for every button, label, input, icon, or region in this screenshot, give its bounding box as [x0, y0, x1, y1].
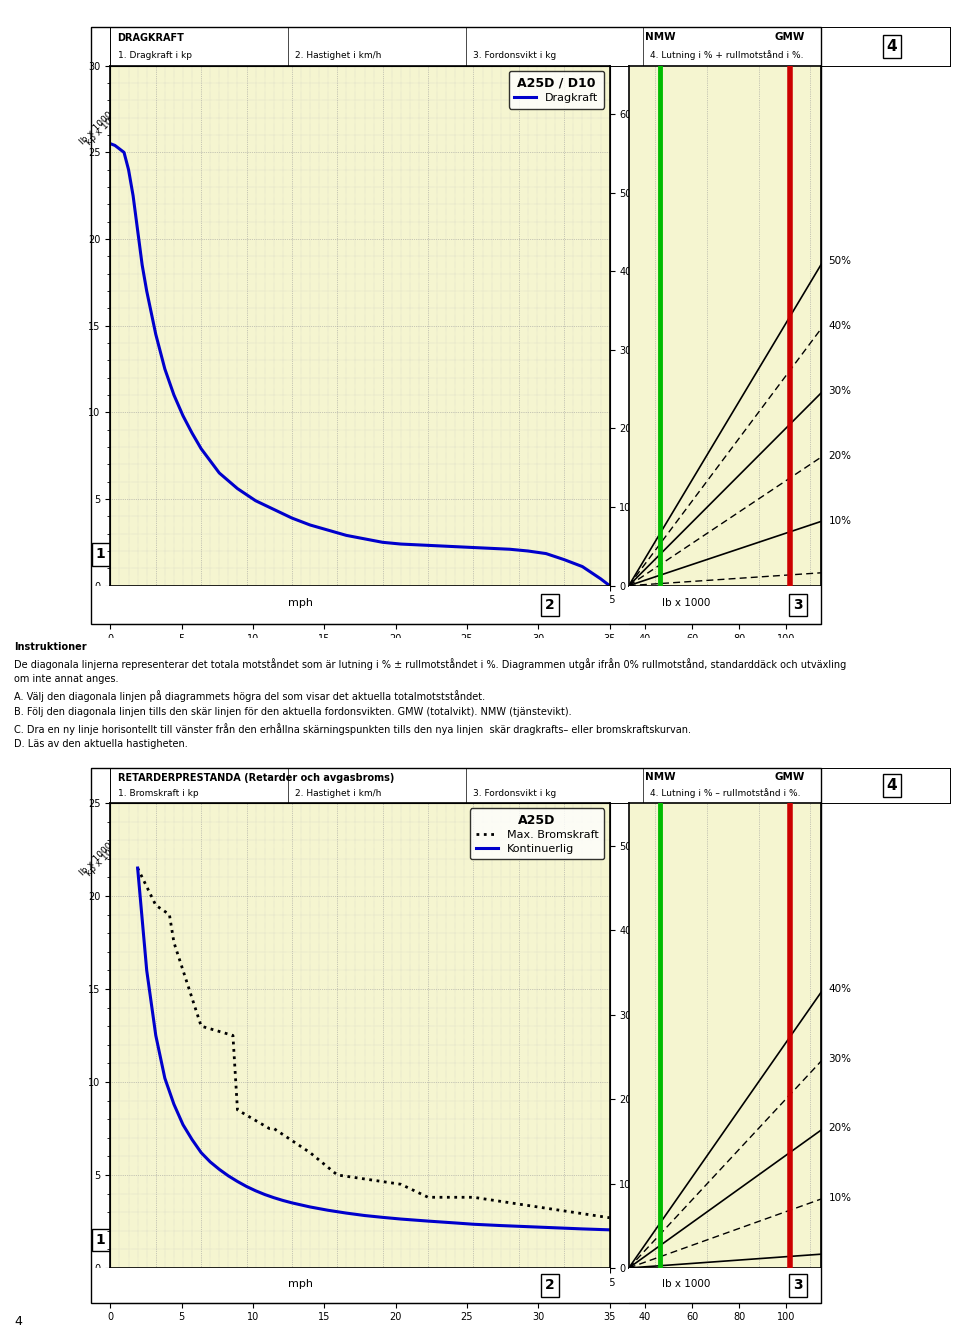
X-axis label: km/h: km/h	[346, 1291, 374, 1300]
Text: kp x 1000: kp x 1000	[84, 839, 123, 878]
Text: 4: 4	[887, 778, 898, 794]
Text: lb x 1000: lb x 1000	[78, 110, 114, 146]
Text: 2: 2	[545, 598, 555, 612]
Text: 2. Hastighet i km/h: 2. Hastighet i km/h	[295, 51, 381, 60]
Text: 4. Lutning i % – rullmotstånd i %.: 4. Lutning i % – rullmotstånd i %.	[650, 788, 801, 798]
Text: lb x 1000: lb x 1000	[662, 1279, 710, 1288]
Text: lb x 1000: lb x 1000	[662, 598, 710, 608]
Text: RETARDERPRESTANDA (Retarder och avgasbroms): RETARDERPRESTANDA (Retarder och avgasbro…	[117, 774, 394, 783]
Text: 3. Fordonsvikt i kg: 3. Fordonsvikt i kg	[472, 788, 556, 798]
Text: 40%: 40%	[828, 321, 852, 330]
Text: DRAGKRAFT: DRAGKRAFT	[117, 32, 184, 43]
X-axis label: kg x 1000: kg x 1000	[699, 608, 751, 618]
Text: 30%: 30%	[828, 385, 852, 396]
Text: 3. Fordonsvikt i kg: 3. Fordonsvikt i kg	[472, 51, 556, 60]
Text: mph: mph	[288, 598, 313, 608]
Text: NMW: NMW	[644, 772, 675, 782]
Legend: Dragkraft: Dragkraft	[509, 71, 604, 109]
Text: GMW: GMW	[775, 772, 804, 782]
X-axis label: kg x 1000: kg x 1000	[699, 1291, 751, 1300]
Text: A. Välj den diagonala linjen på diagrammets högra del som visar det aktuella tot: A. Välj den diagonala linjen på diagramm…	[14, 690, 486, 702]
Text: 30%: 30%	[828, 1054, 852, 1064]
Text: 4: 4	[887, 39, 898, 54]
Text: 1: 1	[96, 548, 106, 561]
Text: D. Läs av den aktuella hastigheten.: D. Läs av den aktuella hastigheten.	[14, 740, 188, 749]
Text: 10%: 10%	[828, 1193, 852, 1203]
Text: 2: 2	[545, 1279, 555, 1292]
Text: mph: mph	[288, 1279, 313, 1288]
Text: B. Följ den diagonala linjen tills den skär linjen för den aktuella fordonsvikte: B. Följ den diagonala linjen tills den s…	[14, 706, 572, 717]
Text: 3: 3	[793, 1279, 803, 1292]
Text: 20%: 20%	[828, 1124, 852, 1133]
Text: 40%: 40%	[828, 984, 852, 994]
Text: 2. Hastighet i km/h: 2. Hastighet i km/h	[295, 788, 381, 798]
X-axis label: km/h: km/h	[346, 608, 374, 618]
Text: lb x 1000: lb x 1000	[78, 841, 114, 877]
Text: 1. Dragkraft i kp: 1. Dragkraft i kp	[117, 51, 191, 60]
Text: 4: 4	[14, 1315, 22, 1328]
Legend: Max. Bromskraft, Kontinuerlig: Max. Bromskraft, Kontinuerlig	[470, 808, 604, 860]
Text: C. Dra en ny linje horisontellt till vänster från den erhållna skärningspunkten : C. Dra en ny linje horisontellt till vän…	[14, 723, 691, 735]
Text: 1. Bromskraft i kp: 1. Bromskraft i kp	[117, 788, 198, 798]
Text: 20%: 20%	[828, 451, 852, 461]
Text: 10%: 10%	[828, 516, 852, 525]
Text: Instruktioner: Instruktioner	[14, 642, 87, 651]
Text: 1: 1	[96, 1233, 106, 1248]
Text: GMW: GMW	[775, 32, 804, 43]
Text: NMW: NMW	[644, 32, 675, 43]
Text: De diagonala linjerna representerar det totala motståndet som är lutning i % ± r: De diagonala linjerna representerar det …	[14, 658, 847, 670]
Text: om inte annat anges.: om inte annat anges.	[14, 674, 119, 684]
Text: kp x 1000: kp x 1000	[84, 109, 123, 148]
Text: 50%: 50%	[828, 255, 852, 266]
Text: 4. Lutning i % + rullmotstånd i %.: 4. Lutning i % + rullmotstånd i %.	[650, 50, 804, 60]
Text: 3: 3	[793, 598, 803, 612]
